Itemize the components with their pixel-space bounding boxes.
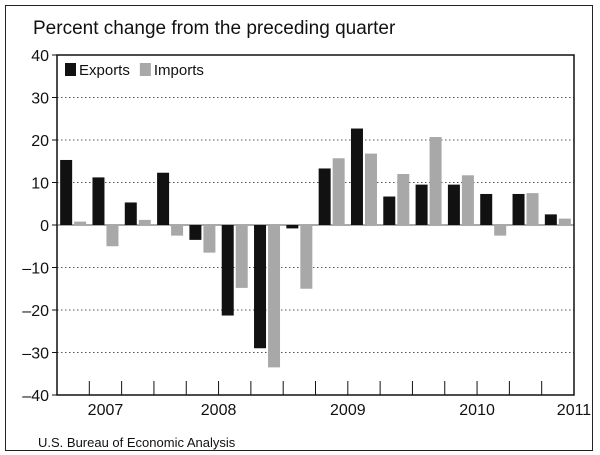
imports-bar bbox=[106, 225, 119, 247]
x-year-label: 2010 bbox=[459, 402, 495, 419]
source-note: U.S. Bureau of Economic Analysis bbox=[38, 435, 236, 450]
y-tick-label: –30 bbox=[22, 346, 49, 363]
y-tick-label: –40 bbox=[22, 388, 49, 405]
imports-bar bbox=[74, 221, 87, 225]
imports-bar bbox=[558, 218, 571, 225]
imports-bar bbox=[397, 174, 410, 225]
exports-bar bbox=[544, 214, 557, 225]
imports-bar bbox=[526, 193, 539, 225]
x-year-label: 2008 bbox=[201, 402, 237, 419]
legend: Exports Imports bbox=[65, 62, 204, 79]
y-tick-label: –10 bbox=[22, 261, 49, 278]
exports-bar bbox=[60, 159, 73, 225]
exports-bar bbox=[383, 196, 396, 225]
imports-bar bbox=[461, 175, 474, 225]
exports-bar bbox=[221, 225, 234, 316]
legend-swatch-exports bbox=[65, 63, 76, 76]
y-tick-label: 30 bbox=[31, 91, 49, 108]
y-tick-label: 20 bbox=[31, 133, 49, 150]
legend-swatch-imports bbox=[139, 63, 151, 76]
exports-bar bbox=[318, 168, 331, 225]
imports-bar bbox=[268, 225, 281, 368]
chart-title: Percent change from the preceding quarte… bbox=[33, 18, 396, 39]
legend-label-exports: Exports bbox=[79, 62, 130, 79]
imports-bar bbox=[203, 225, 216, 253]
imports-bar bbox=[300, 225, 313, 289]
exports-bar bbox=[415, 184, 428, 225]
y-tick-label: 10 bbox=[31, 176, 49, 193]
imports-bar bbox=[171, 225, 184, 236]
imports-bar bbox=[332, 158, 345, 225]
imports-bar bbox=[235, 225, 248, 288]
y-tick-label: 40 bbox=[31, 48, 49, 65]
x-year-label: 2009 bbox=[330, 402, 366, 419]
exports-bar bbox=[350, 128, 363, 225]
exports-bar bbox=[92, 177, 105, 225]
exports-bar bbox=[189, 225, 202, 240]
y-tick-label: 0 bbox=[40, 218, 49, 235]
x-year-label: 2007 bbox=[88, 402, 124, 419]
exports-bar bbox=[254, 225, 267, 349]
imports-bar bbox=[364, 153, 377, 225]
x-year-label: 2011 bbox=[557, 402, 592, 419]
exports-bar bbox=[157, 172, 170, 225]
exports-bar bbox=[480, 193, 493, 225]
imports-bar bbox=[429, 137, 442, 225]
imports-bar bbox=[138, 219, 151, 225]
exports-bar bbox=[512, 193, 525, 225]
exports-bar bbox=[447, 184, 460, 225]
imports-bar bbox=[494, 225, 507, 236]
y-tick-label: –20 bbox=[22, 303, 49, 320]
exports-bar bbox=[286, 225, 299, 229]
exports-bar bbox=[124, 202, 137, 225]
legend-label-imports: Imports bbox=[154, 62, 204, 79]
